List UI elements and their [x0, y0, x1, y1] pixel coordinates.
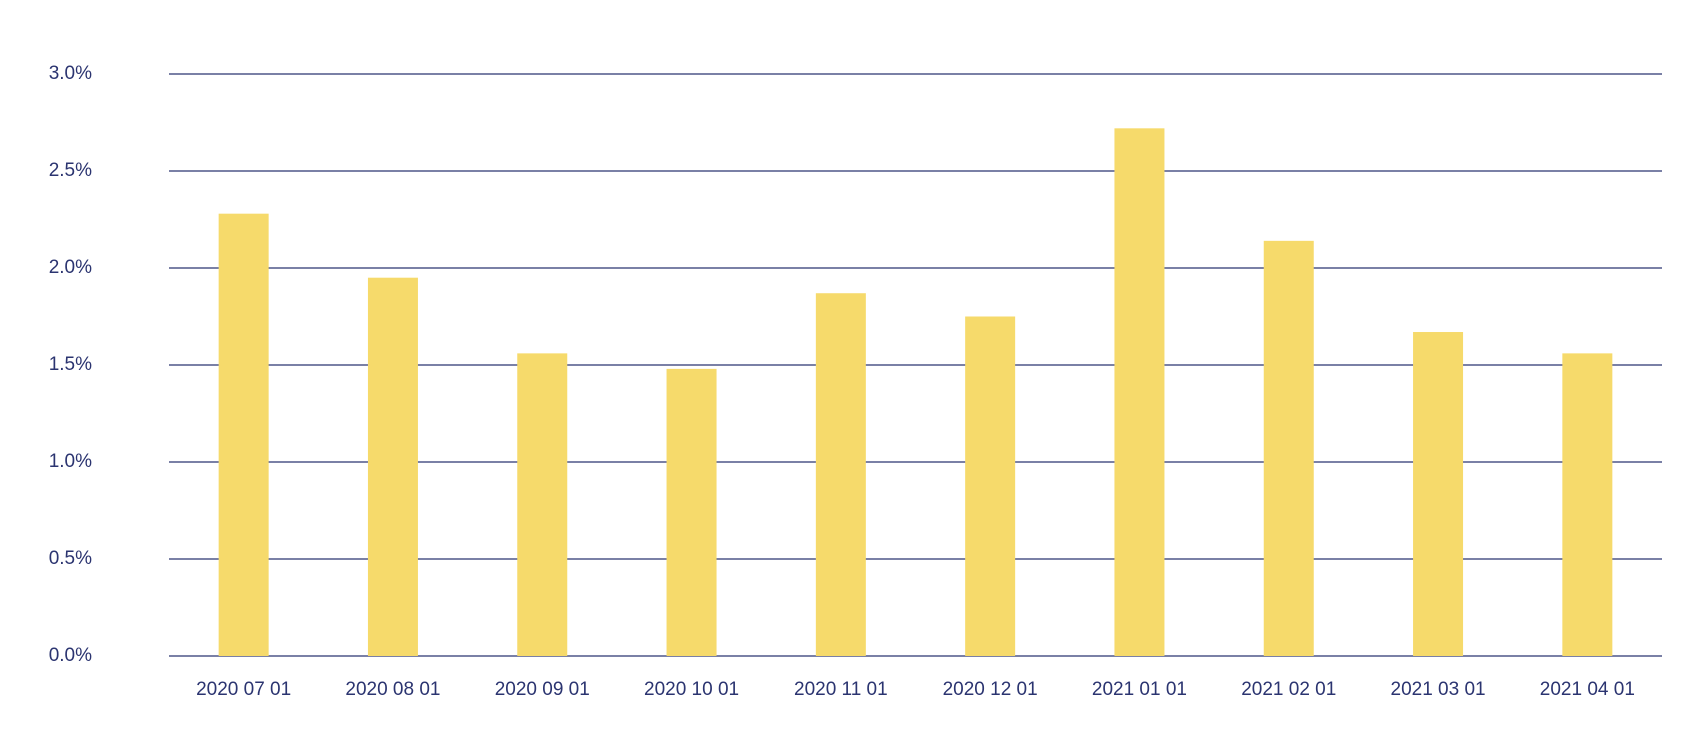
- bar: [1413, 332, 1464, 656]
- x-tick-label: 2021 03 01: [1391, 679, 1486, 700]
- y-tick-label: 0.0%: [49, 645, 92, 666]
- x-tick-label: 2020 09 01: [495, 679, 590, 700]
- bar: [218, 213, 269, 656]
- x-tick-label: 2020 08 01: [345, 679, 440, 700]
- x-tick-label: 2021 02 01: [1241, 679, 1336, 700]
- x-tick-label: 2020 11 01: [794, 679, 888, 700]
- bar: [965, 316, 1016, 656]
- bar: [1562, 353, 1613, 656]
- y-tick-label: 1.5%: [49, 354, 92, 375]
- y-tick-label: 0.5%: [49, 548, 92, 569]
- bar: [666, 368, 717, 656]
- x-tick-label: 2020 07 01: [196, 679, 291, 700]
- y-tick-label: 2.0%: [49, 257, 92, 278]
- x-tick-label: 2020 10 01: [644, 679, 739, 700]
- bar: [815, 293, 866, 656]
- bar: [1114, 128, 1165, 656]
- bar: [517, 353, 568, 656]
- x-tick-label: 2021 04 01: [1540, 679, 1635, 700]
- x-tick-label: 2020 12 01: [943, 679, 1038, 700]
- y-tick-label: 3.0%: [49, 63, 92, 84]
- bar: [1263, 240, 1314, 656]
- bar: [367, 277, 418, 656]
- y-tick-label: 1.0%: [49, 451, 92, 472]
- y-tick-label: 2.5%: [49, 160, 92, 181]
- x-tick-label: 2021 01 01: [1092, 679, 1187, 700]
